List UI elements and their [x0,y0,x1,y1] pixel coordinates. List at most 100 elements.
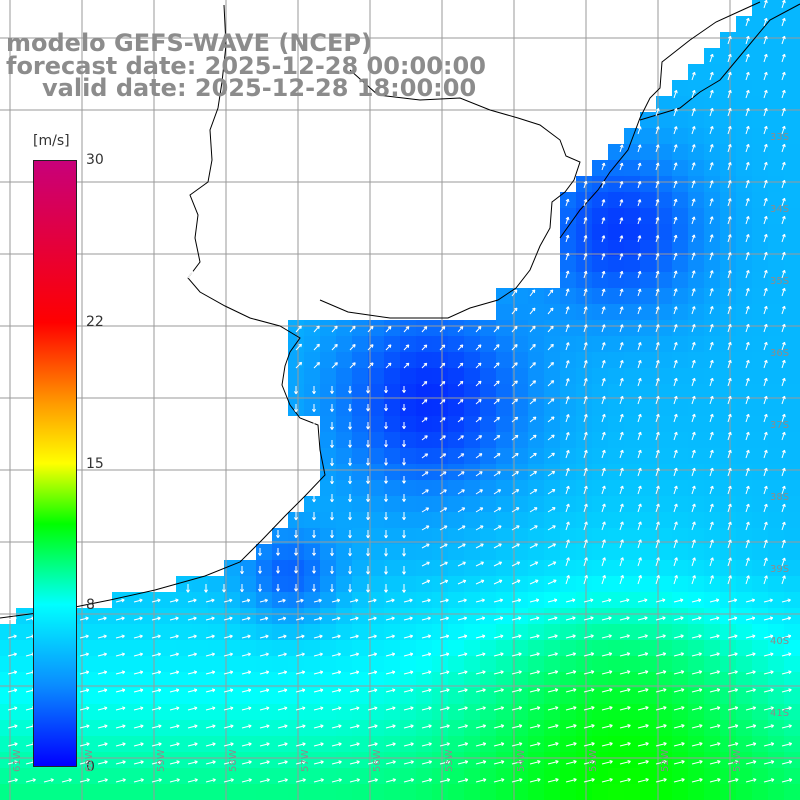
wind-speed-cell [384,352,400,368]
wind-arrow [97,742,108,747]
wind-speed-cell [432,336,448,352]
wind-arrow [313,598,322,603]
wind-arrow [727,270,732,279]
wind-arrow [79,724,90,729]
wind-speed-cell [80,768,96,784]
wind-speed-cell [720,608,736,624]
wind-speed-cell [656,688,672,704]
wind-arrow [367,760,378,765]
wind-speed-cell [720,80,736,96]
wind-speed-cell [368,384,384,400]
wind-speed-cell [592,208,608,224]
wind-arrow [619,199,624,207]
wind-arrow [673,324,678,333]
wind-arrow [349,362,356,369]
wind-speed-cell [624,688,640,704]
wind-speed-cell [464,608,480,624]
wind-speed-cell [688,640,704,656]
wind-speed-cell [272,784,288,800]
wind-arrow [763,503,768,513]
longitude-label: 56W [372,749,383,772]
wind-speed-cell [608,416,624,432]
wind-speed-cell [304,592,320,608]
wind-speed-cell [592,352,608,368]
wind-speed-cell [544,560,560,576]
wind-speed-cell [784,656,800,672]
wind-speed-cell [640,368,656,384]
wind-arrow [259,688,270,693]
wind-speed-cell [592,496,608,512]
wind-speed-cell [608,496,624,512]
wind-arrow [565,485,570,495]
wind-arrow [727,634,738,639]
wind-arrow [709,598,720,603]
wind-arrow [727,107,732,117]
wind-arrow [619,359,624,369]
wind-arrow [565,252,570,261]
wind-speed-cell [624,496,640,512]
wind-speed-cell [176,752,192,768]
wind-speed-cell [96,704,112,720]
wind-arrow [367,688,378,693]
wind-arrow [601,342,606,351]
wind-speed-cell [768,288,784,304]
wind-speed-cell [592,176,608,192]
wind-arrow [133,724,144,729]
wind-speed-cell [432,464,448,480]
wind-speed-cell [688,624,704,640]
wind-speed-cell [656,496,672,512]
wind-speed-cell [112,592,128,608]
wind-speed-cell [368,432,384,448]
wind-arrow [637,724,649,729]
wind-arrow [727,598,738,603]
wind-speed-cell [432,704,448,720]
wind-arrow [259,616,269,621]
wind-arrow [673,107,678,117]
wind-arrow [241,616,251,621]
wind-speed-cell [128,688,144,704]
wind-speed-cell [400,576,416,592]
wind-speed-cell [384,448,400,464]
wind-speed-cell [672,208,688,224]
wind-arrow [385,724,396,729]
wind-arrow [475,435,483,441]
wind-arrow [330,565,334,574]
wind-speed-cell [608,784,624,800]
wind-arrow [475,598,485,603]
wind-speed-cell [656,544,672,560]
wind-speed-cell [608,672,624,688]
wind-speed-cell [320,512,336,528]
wind-speed-cell [640,688,656,704]
wind-arrow [511,598,522,603]
wind-arrow [709,413,714,423]
wind-arrow [745,557,750,567]
wind-arrow [691,144,696,153]
wind-speed-cell [720,704,736,720]
wind-speed-cell [608,272,624,288]
wind-arrow [727,760,739,765]
wind-arrow [115,706,126,711]
wind-speed-cell [592,192,608,208]
wind-speed-cell [368,656,384,672]
wind-arrow [151,598,161,603]
wind-speed-cell [208,704,224,720]
wind-arrow [384,583,388,593]
wind-speed-cell [576,416,592,432]
wind-arrow [115,652,125,657]
wind-speed-cell [784,640,800,656]
wind-speed-cell [608,480,624,496]
wind-arrow [151,652,161,657]
wind-speed-cell [16,768,32,784]
wind-arrow [529,634,540,639]
wind-speed-cell [608,240,624,256]
wind-speed-cell [432,736,448,752]
wind-arrow [619,324,624,333]
wind-arrow [529,325,536,333]
wind-arrow [547,289,554,297]
wind-speed-cell [384,720,400,736]
wind-speed-cell [576,560,592,576]
wind-arrow [493,688,504,693]
wind-arrow [385,760,396,765]
wind-speed-cell [512,368,528,384]
wind-speed-cell [672,256,688,272]
